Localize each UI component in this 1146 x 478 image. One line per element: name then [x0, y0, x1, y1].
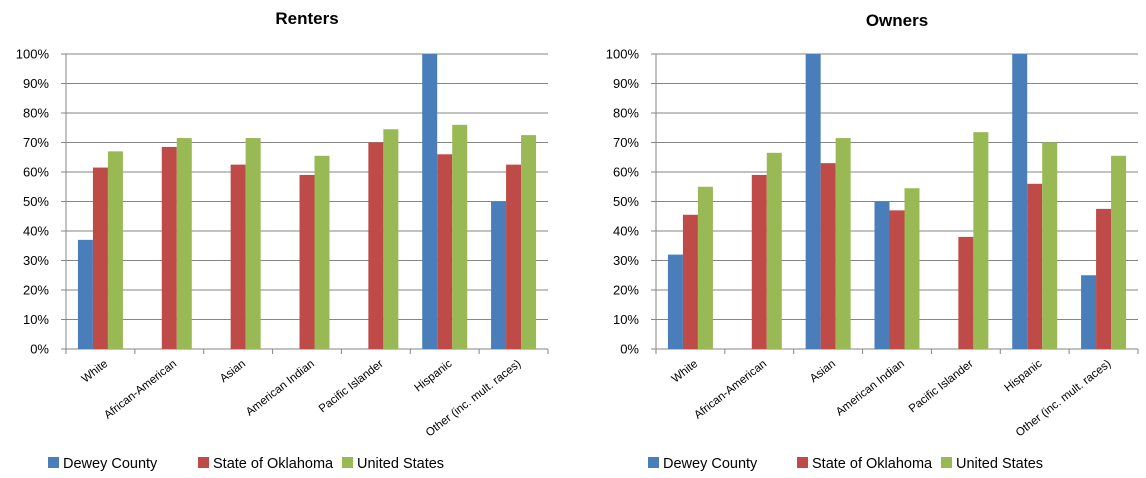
bar-state-of-oklahoma-african-american [751, 174, 767, 349]
legend-swatch-dewey-county [648, 457, 659, 468]
x-tick-label: Pacific Islander [317, 358, 386, 416]
x-tick-label: Hispanic [412, 358, 454, 395]
renters-chart: Renters 0% 10% 20% 30% 40% 50% 60% 70% 80% 90% 100%… [16, 9, 549, 472]
owners-chart: Owners 0% 10% 20% 30% 40% 50% 60% 70% 80% 90% 100% W… [606, 11, 1139, 472]
x-tick-label: American Indian [244, 358, 317, 419]
bar-dewey-county-other-inc-mult-races [491, 201, 507, 349]
bar-dewey-county-white [667, 254, 683, 349]
y-tick-label: 70% [23, 135, 49, 150]
bar-united-states-hispanic [1042, 142, 1058, 349]
bar-dewey-county-hispanic [422, 54, 438, 349]
bar-united-states-other-inc-mult-races [521, 135, 537, 349]
y-tick-label: 90% [23, 76, 49, 91]
y-tick-label: 10% [613, 312, 639, 327]
x-tick-label: Asian [218, 358, 248, 385]
bar-state-of-oklahoma-american-indian [299, 174, 315, 349]
y-tick-label: 100% [16, 47, 50, 62]
y-tick-label: 50% [613, 194, 639, 209]
bar-state-of-oklahoma-pacific-islander [368, 142, 384, 349]
y-tick-label: 0% [620, 342, 639, 357]
chart-title: Renters [275, 9, 338, 28]
y-tick-label: 40% [613, 224, 639, 239]
legend-swatch-united-states [342, 457, 353, 468]
legend-label-united-states: United States [956, 456, 1043, 472]
bar-state-of-oklahoma-asian [820, 163, 836, 349]
bar-state-of-oklahoma-african-american [161, 146, 177, 349]
y-tick-label: 60% [23, 165, 49, 180]
legend-label-dewey-county: Dewey County [663, 456, 758, 472]
bar-united-states-american-indian [314, 155, 330, 349]
y-tick-label: 30% [23, 253, 49, 268]
y-tick-label: 80% [23, 106, 49, 121]
x-tick-label: Asian [808, 358, 838, 385]
x-tick-label: Hispanic [1002, 358, 1044, 395]
bar-dewey-county-other-inc-mult-races [1081, 275, 1097, 349]
bar-dewey-county-white [77, 239, 93, 349]
y-tick-label: 60% [613, 165, 639, 180]
legend-swatch-state-of-oklahoma [797, 457, 808, 468]
x-tick-label: White [80, 358, 111, 386]
x-tick-label: African-American [102, 358, 179, 422]
legend-swatch-united-states [941, 457, 952, 468]
bar-dewey-county-american-indian [874, 201, 890, 349]
bar-united-states-pacific-islander [383, 129, 399, 349]
bar-united-states-asian [835, 138, 851, 349]
bar-state-of-oklahoma-pacific-islander [958, 236, 974, 349]
y-tick-label: 20% [23, 283, 49, 298]
legend-swatch-state-of-oklahoma [198, 457, 209, 468]
y-tick-label: 20% [613, 283, 639, 298]
bar-state-of-oklahoma-asian [230, 164, 246, 349]
y-tick-label: 10% [23, 312, 49, 327]
bar-state-of-oklahoma-american-indian [889, 210, 905, 349]
legend-label-state-of-oklahoma: State of Oklahoma [213, 456, 334, 472]
bar-state-of-oklahoma-white [682, 214, 698, 349]
y-tick-label: 0% [30, 342, 49, 357]
bar-united-states-other-inc-mult-races [1111, 155, 1127, 349]
x-tick-label: White [670, 358, 701, 386]
x-tick-label: African-American [692, 358, 769, 422]
bar-united-states-hispanic [452, 124, 468, 349]
bar-united-states-american-indian [904, 188, 920, 349]
y-tick-label: 100% [606, 47, 640, 62]
bar-state-of-oklahoma-hispanic [437, 154, 453, 349]
y-tick-label: 70% [613, 135, 639, 150]
bar-united-states-african-american [176, 138, 192, 349]
y-tick-label: 80% [613, 106, 639, 121]
chart-title: Owners [866, 11, 928, 30]
bar-united-states-white [697, 186, 713, 349]
legend-swatch-dewey-county [48, 457, 59, 468]
bar-dewey-county-hispanic [1012, 54, 1028, 349]
y-tick-label: 30% [613, 253, 639, 268]
bar-state-of-oklahoma-hispanic [1027, 183, 1043, 349]
bar-united-states-african-american [766, 152, 782, 349]
bar-state-of-oklahoma-white [92, 167, 108, 349]
x-tick-label: Pacific Islander [907, 358, 976, 416]
bar-dewey-county-asian [805, 54, 821, 349]
y-tick-label: 50% [23, 194, 49, 209]
legend-label-state-of-oklahoma: State of Oklahoma [812, 456, 933, 472]
x-tick-label: American Indian [834, 358, 907, 419]
bar-united-states-asian [245, 138, 261, 349]
y-tick-label: 40% [23, 224, 49, 239]
bar-united-states-white [107, 151, 123, 349]
bar-united-states-pacific-islander [973, 132, 989, 349]
bar-state-of-oklahoma-other-inc-mult-races [1096, 208, 1112, 349]
bar-state-of-oklahoma-other-inc-mult-races [506, 164, 522, 349]
legend-label-dewey-county: Dewey County [63, 456, 158, 472]
legend-label-united-states: United States [357, 456, 444, 472]
y-tick-label: 90% [613, 76, 639, 91]
